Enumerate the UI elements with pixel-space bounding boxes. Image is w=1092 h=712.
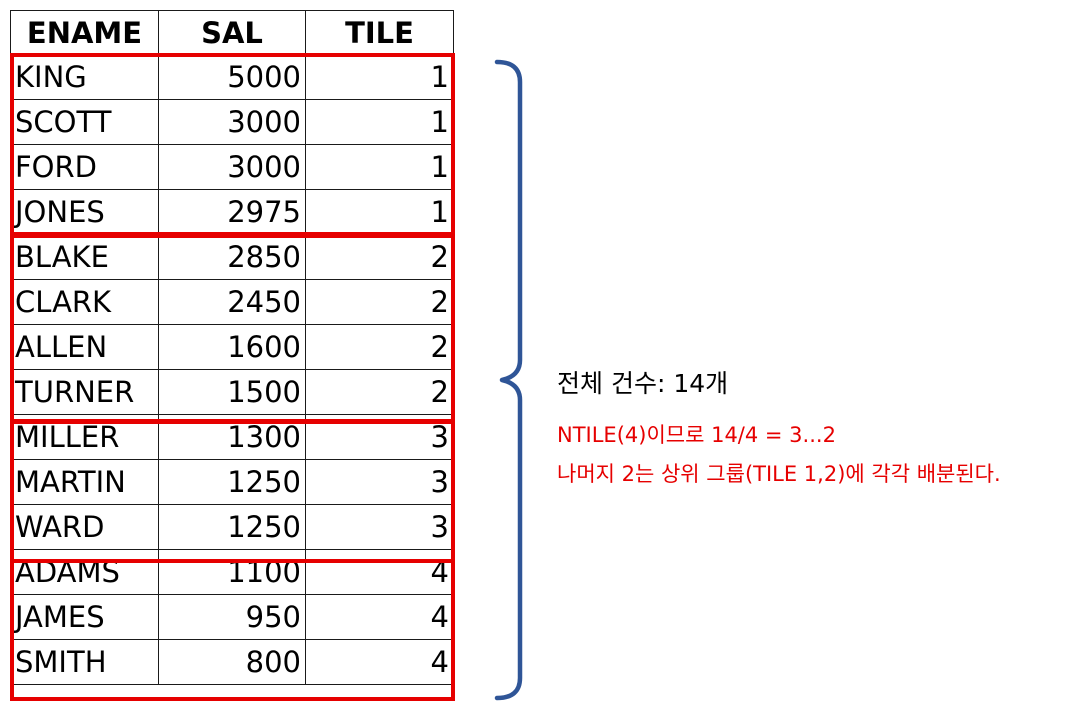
ename-cell: MARTIN bbox=[10, 459, 159, 505]
tile-cell: 4 bbox=[305, 594, 454, 640]
table-row: JAMES 950 4 bbox=[10, 594, 454, 640]
tile-cell: 4 bbox=[305, 639, 454, 685]
ntile-formula-note: NTILE(4)이므로 14/4 = 3...2 bbox=[557, 423, 836, 447]
sal-cell: 2850 bbox=[158, 234, 306, 280]
sal-cell: 800 bbox=[158, 639, 306, 685]
table-row: SMITH 800 4 bbox=[10, 639, 454, 685]
ename-cell: WARD bbox=[10, 504, 159, 550]
sal-cell: 3000 bbox=[158, 144, 306, 190]
ntile-result-table: ENAME SAL TILE KING 5000 1 SCOTT 3000 1 FORD 30… bbox=[10, 10, 454, 685]
table-row: JONES 2975 1 bbox=[10, 189, 454, 235]
ename-cell: KING bbox=[10, 54, 159, 100]
tile-cell: 2 bbox=[305, 324, 454, 370]
tile-cell: 2 bbox=[305, 234, 454, 280]
sal-cell: 3000 bbox=[158, 99, 306, 145]
tile-cell: 2 bbox=[305, 279, 454, 325]
sal-cell: 1300 bbox=[158, 414, 306, 460]
table-row: SCOTT 3000 1 bbox=[10, 99, 454, 145]
ename-cell: MILLER bbox=[10, 414, 159, 460]
tile-cell: 3 bbox=[305, 504, 454, 550]
ename-cell: ADAMS bbox=[10, 549, 159, 595]
remainder-distribution-note: 나머지 2는 상위 그룹(TILE 1,2)에 각각 배분된다. bbox=[557, 462, 1001, 486]
sal-cell: 1250 bbox=[158, 504, 306, 550]
sal-cell: 2975 bbox=[158, 189, 306, 235]
table-row: MILLER 1300 3 bbox=[10, 414, 454, 460]
header-sal: SAL bbox=[158, 10, 306, 55]
ename-cell: JONES bbox=[10, 189, 159, 235]
table-row: MARTIN 1250 3 bbox=[10, 459, 454, 505]
right-curly-brace bbox=[494, 59, 523, 701]
table-row: BLAKE 2850 2 bbox=[10, 234, 454, 280]
table-row: ADAMS 1100 4 bbox=[10, 549, 454, 595]
tile-cell: 1 bbox=[305, 144, 454, 190]
sal-cell: 5000 bbox=[158, 54, 306, 100]
total-count-note: 전체 건수: 14개 bbox=[557, 369, 729, 398]
table-header-row: ENAME SAL TILE bbox=[10, 10, 454, 55]
table-row: CLARK 2450 2 bbox=[10, 279, 454, 325]
tile-cell: 3 bbox=[305, 414, 454, 460]
table-row: WARD 1250 3 bbox=[10, 504, 454, 550]
header-ename: ENAME bbox=[10, 10, 159, 55]
ename-cell: FORD bbox=[10, 144, 159, 190]
tile-cell: 1 bbox=[305, 189, 454, 235]
ename-cell: JAMES bbox=[10, 594, 159, 640]
table-body: KING 5000 1 SCOTT 3000 1 FORD 3000 1 JONES 2975 1 BL… bbox=[10, 54, 454, 685]
ename-cell: BLAKE bbox=[10, 234, 159, 280]
sal-cell: 1100 bbox=[158, 549, 306, 595]
ename-cell: SMITH bbox=[10, 639, 159, 685]
sal-cell: 2450 bbox=[158, 279, 306, 325]
tile-cell: 2 bbox=[305, 369, 454, 415]
tile-cell: 1 bbox=[305, 54, 454, 100]
table-row: FORD 3000 1 bbox=[10, 144, 454, 190]
table-row: KING 5000 1 bbox=[10, 54, 454, 100]
sal-cell: 1250 bbox=[158, 459, 306, 505]
table-row: ALLEN 1600 2 bbox=[10, 324, 454, 370]
brace-path bbox=[494, 59, 523, 701]
tile-cell: 3 bbox=[305, 459, 454, 505]
header-tile: TILE bbox=[305, 10, 454, 55]
ename-cell: TURNER bbox=[10, 369, 159, 415]
tile-cell: 1 bbox=[305, 99, 454, 145]
sal-cell: 1500 bbox=[158, 369, 306, 415]
ename-cell: CLARK bbox=[10, 279, 159, 325]
sal-cell: 1600 bbox=[158, 324, 306, 370]
table-row: TURNER 1500 2 bbox=[10, 369, 454, 415]
sal-cell: 950 bbox=[158, 594, 306, 640]
tile-cell: 4 bbox=[305, 549, 454, 595]
ename-cell: ALLEN bbox=[10, 324, 159, 370]
ename-cell: SCOTT bbox=[10, 99, 159, 145]
